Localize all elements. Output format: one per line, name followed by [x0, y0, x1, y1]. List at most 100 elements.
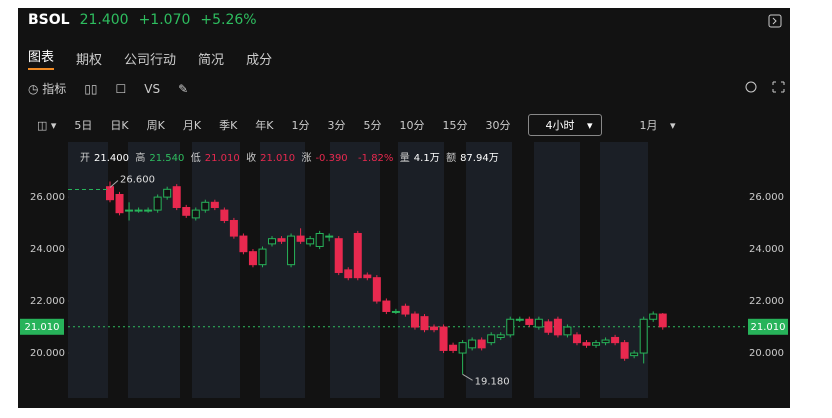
interval-bar: ◫ ▾ 5日 日K 周K 月K 季K 年K 1分 3分 5分 10分 15分 30分 4小时 ▾ 1月 ▾ [28, 114, 685, 136]
candle-body [601, 339, 610, 344]
info-label: 量 [400, 152, 410, 164]
interval[interactable]: 年K [255, 119, 274, 132]
info-value: -0.390 [315, 153, 347, 164]
candle-body [191, 209, 200, 219]
change: +1.070 [138, 12, 191, 28]
low-pointer [462, 373, 473, 381]
info-label: 涨 [301, 152, 311, 164]
shape-button[interactable]: ☐ [115, 81, 127, 96]
interval-selected-label: 4小时 [545, 119, 575, 132]
candle-body [182, 206, 191, 216]
candle-body [229, 219, 238, 237]
candle-body [487, 334, 496, 344]
candle-body [106, 186, 114, 201]
info-value: -1.82% [358, 153, 393, 164]
candle-body [344, 269, 353, 279]
candle-body [296, 235, 305, 242]
info-value: 4.1万 [414, 153, 440, 164]
candle-body [210, 201, 219, 208]
session-band [68, 142, 108, 398]
last-price-box [20, 318, 64, 335]
info-value: 21.540 [149, 153, 184, 164]
interval[interactable]: 日K [110, 119, 129, 132]
candle-body [477, 339, 486, 349]
interval-selected[interactable]: 4小时 ▾ [527, 114, 602, 136]
interval[interactable]: 10分 [399, 119, 425, 132]
interval[interactable]: 周K [146, 119, 165, 132]
y-tick-label: 22.000 [30, 296, 65, 307]
candle-body [458, 342, 467, 354]
session-band [600, 142, 648, 398]
high-label: 26.600 [120, 175, 155, 186]
candle-body [268, 238, 277, 245]
candle-body [115, 193, 124, 214]
compare-button[interactable]: VS [144, 81, 161, 96]
candle-body [125, 209, 134, 212]
candle-body [572, 334, 581, 344]
session-band [260, 142, 305, 398]
candle-body [334, 238, 343, 273]
candle-body [649, 313, 658, 320]
layout-button[interactable]: ◫ ▾ [37, 118, 57, 132]
y-tick-label: 20.000 [30, 348, 65, 359]
candle-body [544, 321, 553, 333]
candle-body [325, 235, 334, 238]
candle-body [239, 235, 248, 253]
indicator-button[interactable]: ◷ 指标 [28, 82, 67, 96]
candle-body [630, 352, 639, 357]
candle-body [363, 274, 372, 279]
range-selector[interactable]: 1月 ▾ [622, 117, 685, 133]
info-label: 收 [246, 151, 256, 164]
chart: 开 21.400 高 21.540 低 21.010 收 21.010 涨 -0.390 … [20, 81, 788, 398]
interval[interactable]: 5分 [363, 119, 382, 132]
last-price-box-right [748, 318, 788, 335]
interval[interactable]: 季K [219, 119, 238, 132]
interval[interactable]: 5日 [74, 119, 93, 132]
session-band [192, 142, 240, 398]
interval[interactable]: 3分 [327, 119, 346, 132]
candle-type[interactable]: ▯▯ [84, 81, 98, 96]
interval[interactable]: 15分 [442, 119, 468, 132]
expand-icon[interactable] [768, 14, 782, 28]
candle-body [639, 318, 648, 354]
tab[interactable]: 公司行动 [124, 52, 177, 68]
high-pointer [109, 180, 119, 188]
candle-body [611, 336, 620, 344]
info-label: 开 [80, 153, 90, 164]
indicator-label: 指标 [42, 82, 67, 96]
session-band [534, 142, 580, 398]
candle-body [553, 318, 562, 336]
candle-body [306, 238, 315, 245]
session-band [128, 142, 180, 398]
interval[interactable]: 30分 [485, 119, 511, 132]
candle-body [172, 186, 181, 208]
tab[interactable]: 成分 [246, 52, 273, 68]
y-tick-label-right: 26.000 [749, 192, 784, 203]
candle-body [410, 313, 419, 328]
info-label: 低 [191, 151, 201, 164]
interval[interactable]: 月K [182, 119, 202, 132]
session-band [398, 142, 444, 398]
tab[interactable]: 期权 [76, 52, 103, 68]
info-label: 高 [135, 151, 145, 164]
y-tick-label-right: 24.000 [749, 244, 784, 255]
draw-button[interactable]: ✎ [178, 81, 189, 96]
candle-body [258, 248, 267, 266]
ticker: BSOL [28, 12, 70, 28]
candle-body [391, 310, 400, 313]
candle-body [315, 232, 324, 247]
tab[interactable]: 简况 [198, 52, 225, 68]
last-price-label: 21.010 [25, 322, 60, 333]
tab[interactable]: 图表 [28, 46, 55, 70]
candle-body [420, 316, 429, 331]
interval[interactable]: 1分 [291, 119, 310, 132]
candle-body [430, 326, 439, 331]
candle-body [382, 300, 391, 312]
candle-body [592, 342, 601, 346]
candle-body [658, 313, 667, 328]
info-value: 21.010 [260, 153, 295, 164]
y-tick-label: 24.000 [30, 244, 65, 255]
candle-body [620, 342, 629, 359]
info-bar: 开 21.400 高 21.540 低 21.010 收 21.010 涨 -0.390 … [80, 151, 505, 164]
